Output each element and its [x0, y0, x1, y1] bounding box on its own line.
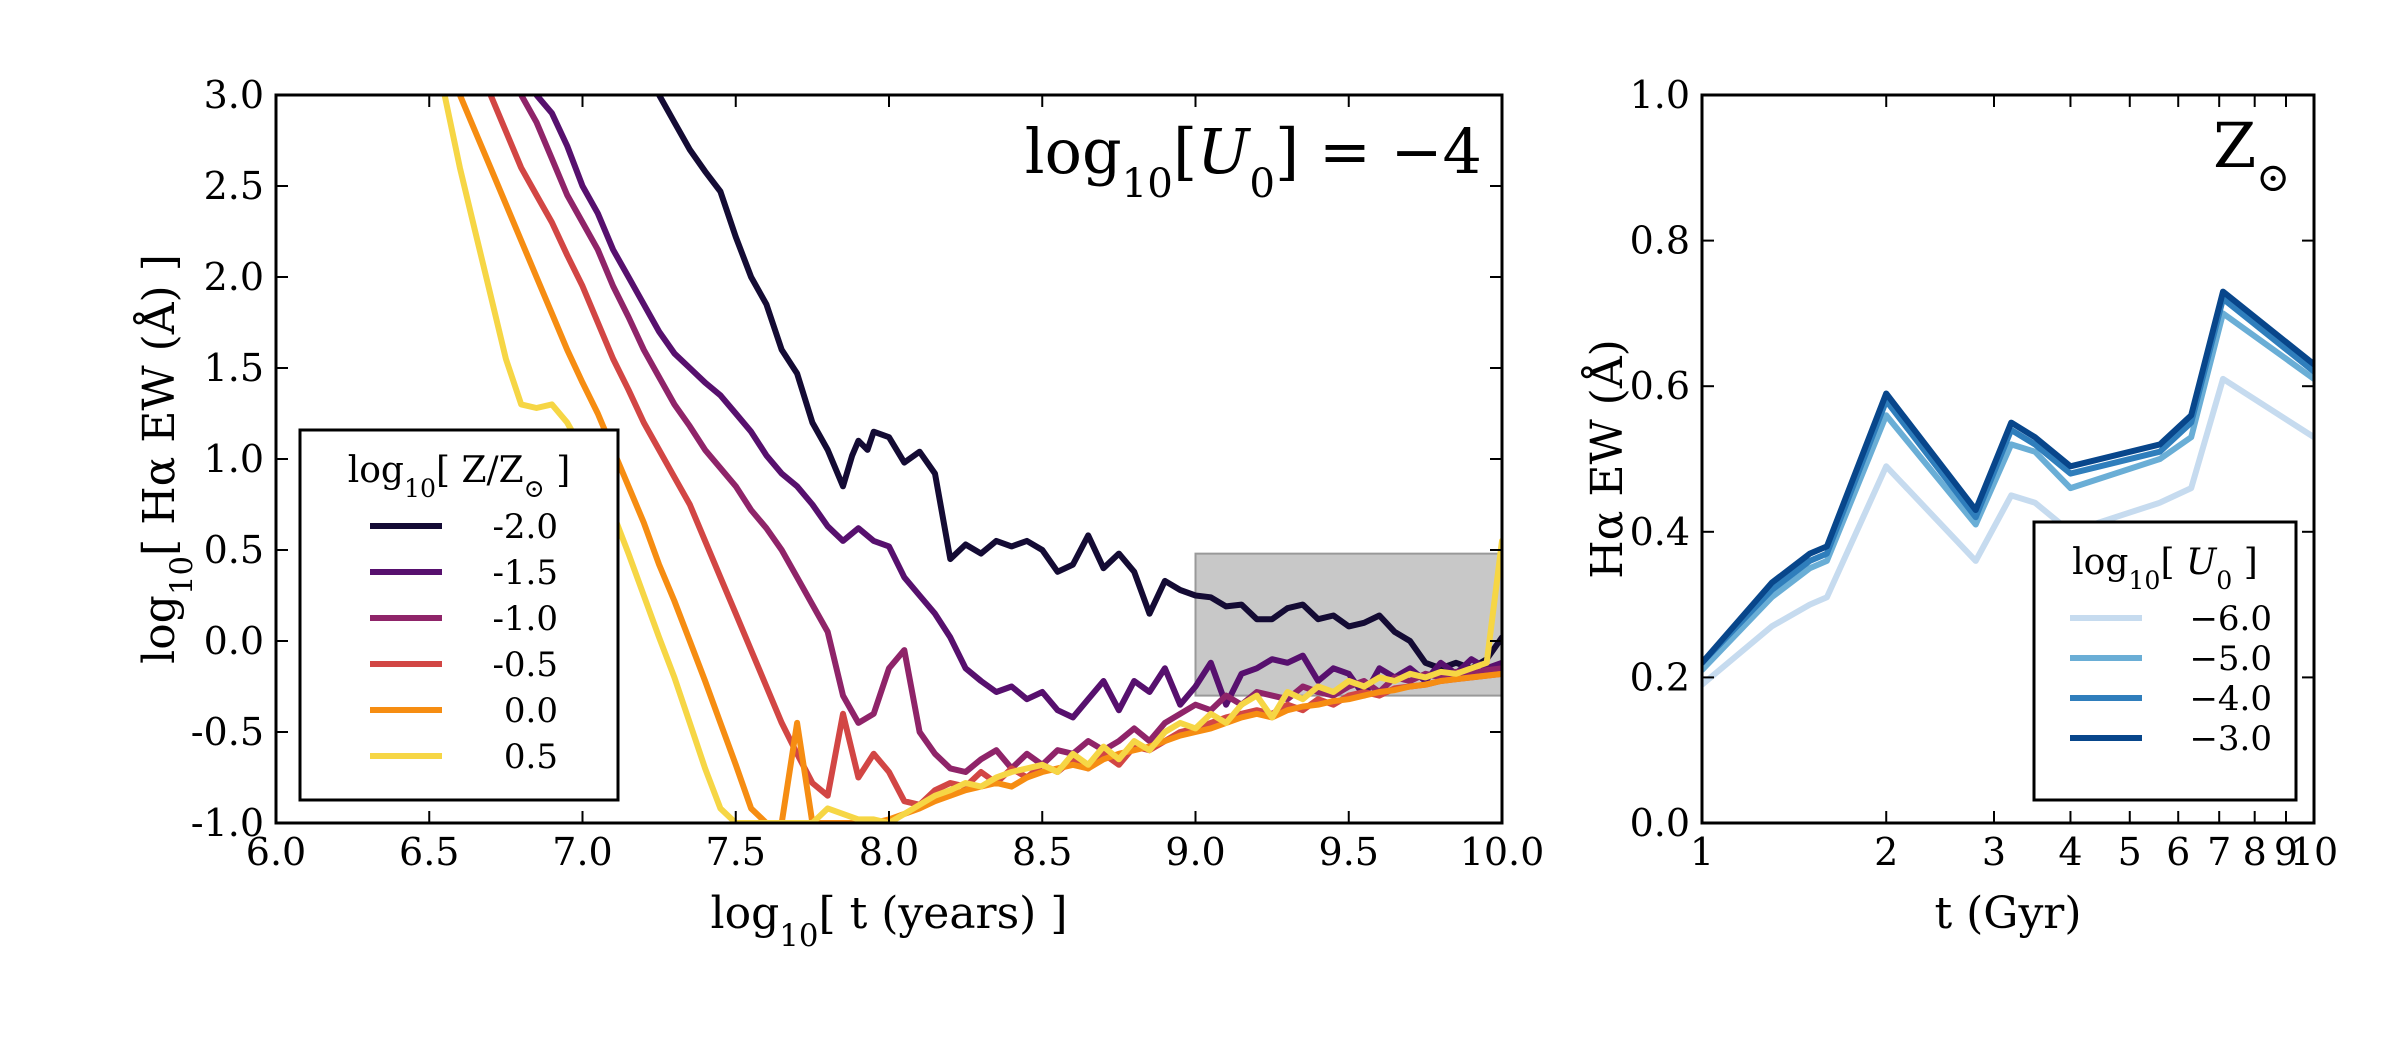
legend-title: log10[ Z/Z⊙ ] [348, 450, 571, 503]
y-tick-label: 1.0 [204, 437, 264, 481]
legend-entry: −3.0 [2189, 719, 2272, 759]
y-tick-label: 2.5 [204, 164, 264, 208]
x-tick-label: 3 [1982, 830, 2006, 874]
legend-entry: -0.5 [492, 645, 558, 685]
left-panel: 6.0 6.5 7.0 7.5 8.0 8.5 9.0 9.5 10.0 -1.0 -0.5 0.0 0… [132, 73, 1544, 954]
x-tick-label: 1 [1690, 830, 1714, 874]
legend-entry: −4.0 [2189, 679, 2272, 719]
series-line [1702, 375, 2314, 688]
legend-entry: −5.0 [2189, 639, 2272, 679]
x-tick-label: 6.5 [399, 830, 459, 874]
x-tick-label: 8.0 [859, 830, 919, 874]
x-tick-label: 5 [2118, 830, 2142, 874]
x-tick-label: 9 [2274, 830, 2298, 874]
y-tick-label: 0.8 [1630, 219, 1690, 263]
x-axis-label: log10[ t (years) ] [711, 888, 1068, 954]
x-axis-label: t (Gyr) [1934, 888, 2081, 939]
x-tick-label: 10.0 [1460, 830, 1545, 874]
y-tick-label: 0.5 [204, 528, 264, 572]
panel-annotation: Z⊙ [2213, 109, 2290, 201]
plot-frame [1700, 93, 2316, 825]
x-tick-label: 7.0 [552, 830, 612, 874]
series-line [441, 95, 1502, 823]
x-tick-label: 9.0 [1165, 830, 1225, 874]
x-tick-label: 8 [2243, 830, 2267, 874]
legend-entry: −6.0 [2189, 599, 2272, 639]
legend-entry: -1.0 [492, 599, 558, 639]
x-tick-label: 6 [2166, 830, 2190, 874]
y-tick-label: 0.0 [204, 619, 264, 663]
panel-annotation: log10[U0] = −4 [1025, 115, 1482, 207]
series-group [441, 95, 1502, 823]
series-line [533, 95, 1502, 721]
series-line [1702, 288, 2314, 666]
x-tick-label: 10 [2290, 830, 2338, 874]
x-tick-label: 7.5 [706, 830, 766, 874]
series-line [656, 95, 1502, 672]
y-tick-label: 1.0 [1630, 73, 1690, 117]
x-tick-label: 2 [1874, 830, 1898, 874]
x-tick-label: 4 [2058, 830, 2082, 874]
legend-box [298, 428, 620, 802]
y-axis-label: Hα EW (Å) [1580, 339, 1633, 579]
y-tick-label: 3.0 [204, 73, 264, 117]
x-tick-label: 7 [2207, 830, 2231, 874]
x-tick-label: 8.5 [1012, 830, 1072, 874]
y-tick-label: 1.5 [204, 346, 264, 390]
y-tick-label: 2.0 [204, 255, 264, 299]
y-tick-label: -0.5 [191, 710, 264, 754]
legend-entry: 0.0 [504, 691, 558, 731]
x-tick-label: 9.5 [1319, 830, 1379, 874]
legend-entry: 0.5 [504, 737, 558, 777]
y-axis-label: log10[ Hα EW (Å) ] [132, 254, 200, 664]
y-tick-label: 0.6 [1630, 364, 1690, 408]
y-tick-label: 0.4 [1630, 510, 1690, 554]
series-group [1702, 288, 2314, 688]
y-tick-label: 0.0 [1630, 801, 1690, 845]
y-tick-label: -1.0 [191, 801, 264, 845]
right-panel: 1 2 3 4 5 6 7 8 910 0.0 0.2 0.4 0.6 0.8 1.0 t (Gyr) Hα E… [1580, 73, 2338, 939]
legend-entry: -2.0 [492, 507, 558, 547]
x-tick-label: 6.0 [246, 830, 306, 874]
legend-entry: -1.5 [492, 553, 558, 593]
legend-title: log10[ U0 ] [2072, 542, 2258, 595]
series-line [1702, 310, 2314, 674]
y-tick-label: 0.2 [1630, 655, 1690, 699]
